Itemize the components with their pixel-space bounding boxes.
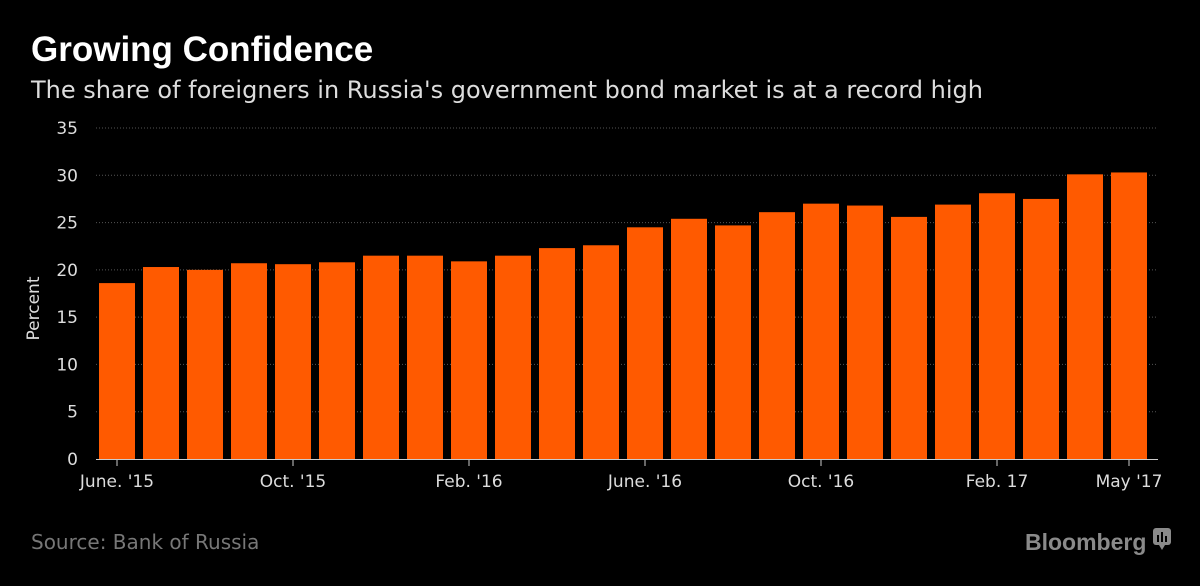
y-tick-label: 25 [56,214,78,234]
bar [1023,198,1059,459]
bar [979,193,1015,460]
y-tick-label: 30 [56,166,78,186]
bloomberg-chart-icon [1152,527,1172,557]
chart-subtitle: The share of foreigners in Russia's gove… [31,76,983,104]
bar [627,227,663,459]
brand-name: Bloomberg [1025,528,1147,555]
x-tick-label: Oct. '15 [260,472,327,492]
bar [539,248,575,459]
bar [99,283,135,459]
y-tick-label: 5 [67,403,78,423]
bar [495,255,531,459]
x-tick-label: May '17 [1096,472,1163,492]
y-tick-label: 20 [56,261,78,281]
bar [1067,174,1103,459]
bar [143,267,179,459]
bar [363,255,399,459]
source-note: Source: Bank of Russia [31,530,260,554]
bar [275,264,311,459]
x-tick-label: Feb. '16 [435,472,502,492]
y-tick-label: 15 [56,308,78,328]
bar [319,262,355,459]
y-axis-label: Percent [24,276,44,340]
y-tick-label: 0 [67,450,78,470]
bar [891,216,927,459]
bar [231,263,267,459]
y-tick-label: 10 [56,355,78,375]
bar [1111,172,1147,459]
bar [847,205,883,459]
bar [187,269,223,459]
x-tick-label: June. '15 [79,472,154,492]
x-tick-label: June. '16 [607,472,682,492]
y-tick-label: 35 [56,119,78,139]
bar [451,261,487,459]
bar [583,245,619,459]
chart-title: Growing Confidence [31,30,374,69]
bar [803,203,839,459]
bloomberg-logo: Bloomberg [1025,527,1172,557]
x-tick-label: Oct. '16 [788,472,855,492]
bar [715,225,751,459]
bar [759,212,795,459]
x-tick-label: Feb. 17 [966,472,1029,492]
bar [935,204,971,459]
bar [671,218,707,459]
bar [407,255,443,459]
